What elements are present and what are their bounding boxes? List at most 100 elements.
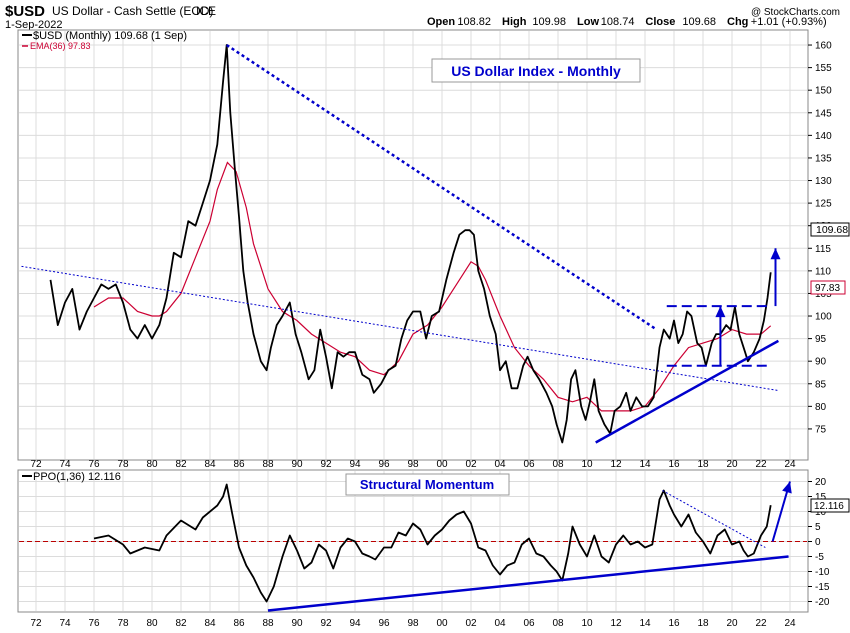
x-tick-label: 00 [436, 459, 448, 470]
watermark: @ StockCharts.com [751, 7, 840, 18]
y-tick-label: 15 [815, 492, 827, 503]
x-tick-label: 82 [175, 618, 187, 629]
x-tick-label: 88 [262, 459, 274, 470]
x-axis-ppo: 72 74 76 78 80 82 84 86 88 90 92 94 96 98 00 02 04 06 08 10… [30, 618, 796, 629]
price-line [49, 44, 772, 444]
y-tick-label: 140 [815, 131, 832, 142]
y-tick-label: 115 [815, 244, 831, 255]
ohlc-label-high: High [502, 16, 527, 28]
x-tick-label: 10 [581, 618, 593, 629]
ticker-symbol: $USD [5, 3, 45, 20]
x-axis-main: 72 74 76 78 80 82 84 86 88 90 92 94 96 98 00 02 04 06 08 10… [30, 459, 796, 470]
y-tick-label: 85 [815, 379, 827, 390]
y-tick-label: 75 [815, 424, 827, 435]
x-tick-label: 72 [30, 459, 42, 470]
y-tick-label: 20 [815, 477, 827, 488]
x-tick-label: 22 [755, 459, 767, 470]
x-tick-label: 86 [233, 459, 245, 470]
x-tick-label: 12 [610, 618, 622, 629]
x-tick-label: 10 [581, 459, 593, 470]
x-tick-label: 14 [639, 459, 651, 470]
ppo-legend-label: PPO(1,36) 12.116 [33, 471, 121, 483]
ohlc-value-chg: +1.01 (+0.93%) [751, 16, 827, 28]
x-tick-label: 08 [552, 459, 564, 470]
x-tick-label: 96 [378, 618, 390, 629]
x-tick-label: 80 [146, 459, 158, 470]
x-tick-label: 18 [697, 459, 709, 470]
ppo-tag: 12.116 [810, 498, 850, 513]
x-tick-label: 06 [523, 459, 535, 470]
x-tick-label: 90 [291, 459, 303, 470]
x-tick-label: 78 [117, 618, 129, 629]
y-tick-label: -5 [815, 552, 824, 563]
ema-tag-label: 97.83 [815, 283, 840, 294]
y-tick-label: -20 [815, 597, 830, 608]
y-tick-label: 80 [815, 402, 827, 413]
x-tick-label: 74 [59, 459, 71, 470]
x-tick-label: 98 [407, 618, 419, 629]
x-tick-label: 18 [697, 618, 709, 629]
x-tick-label: 20 [726, 618, 738, 629]
price-tag-label: 109.68 [816, 224, 848, 236]
price-panel: 7580859095100105110115120125130135140145… [17, 29, 850, 461]
y-tick-label: 110 [815, 266, 831, 277]
y-tick-label: 90 [815, 357, 827, 368]
ppo-title-box: Structural Momentum [345, 473, 510, 496]
ticker-exchange: ICE [196, 4, 216, 18]
x-tick-label: 20 [726, 459, 738, 470]
x-tick-label: 14 [639, 618, 651, 629]
x-tick-label: 00 [436, 618, 448, 629]
x-tick-label: 84 [204, 618, 216, 629]
x-tick-label: 08 [552, 618, 564, 629]
y-tick-label: 125 [815, 199, 832, 210]
y-tick-label: 160 [815, 41, 832, 52]
ohlc-value-high: 109.98 [532, 16, 566, 28]
x-tick-label: 96 [378, 459, 390, 470]
x-tick-label: 92 [320, 459, 332, 470]
ohlc-label-open: Open [427, 16, 455, 28]
ohlc-readout: Open 108.82 High 109.98 Low 108.74 Close 109.68… [427, 16, 827, 28]
ppo-breakout-arrow-head [782, 481, 792, 494]
x-tick-label: 84 [204, 459, 216, 470]
ppo-uptrend-support-line [267, 555, 789, 612]
x-tick-label: 04 [494, 459, 506, 470]
x-tick-label: 24 [784, 618, 796, 629]
x-tick-label: 80 [146, 618, 158, 629]
x-tick-label: 78 [117, 459, 129, 470]
y-tick-label: 95 [815, 334, 827, 345]
y-tick-label: 145 [815, 108, 832, 119]
ohlc-label-close: Close [645, 16, 675, 28]
x-tick-label: 94 [349, 618, 361, 629]
x-tick-label: 02 [465, 618, 477, 629]
price-title: US Dollar Index - Monthly [451, 63, 621, 79]
ohlc-value-close: 109.68 [682, 16, 716, 28]
chart-date: 1-Sep-2022 [5, 19, 63, 31]
x-tick-label: 06 [523, 618, 535, 629]
ticker-name: US Dollar - Cash Settle (EOD) [52, 4, 213, 18]
y-tick-label: 100 [815, 312, 832, 323]
range-height-arrow-head [715, 306, 726, 318]
ohlc-label-chg: Chg [727, 16, 748, 28]
x-tick-label: 74 [59, 618, 71, 629]
y-tick-label: 155 [815, 63, 832, 74]
price-title-box: US Dollar Index - Monthly [431, 58, 641, 83]
x-tick-label: 02 [465, 459, 477, 470]
ema-line [93, 161, 772, 412]
uptrend-support-line [595, 339, 780, 444]
x-tick-label: 88 [262, 618, 274, 629]
y-tick-label: 130 [815, 176, 832, 187]
x-tick-label: 94 [349, 459, 361, 470]
y-tick-label: -15 [815, 582, 830, 593]
y-tick-label: 0 [815, 537, 821, 548]
ohlc-value-low: 108.74 [601, 16, 635, 28]
price-tag: 109.68 [810, 222, 850, 237]
ema-legend-label: EMA(36) 97.83 [30, 41, 91, 51]
ppo-line [93, 483, 772, 603]
x-tick-label: 22 [755, 618, 767, 629]
x-tick-label: 16 [668, 459, 680, 470]
ppo-tag-label: 12.116 [814, 501, 844, 512]
ohlc-value-open: 108.82 [457, 16, 491, 28]
x-tick-label: 86 [233, 618, 245, 629]
x-tick-label: 76 [88, 618, 100, 629]
